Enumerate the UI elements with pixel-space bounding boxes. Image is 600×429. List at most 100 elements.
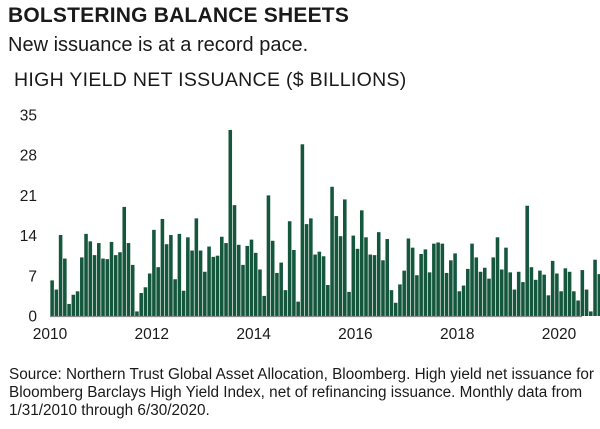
- bar: [398, 284, 402, 316]
- bar: [436, 242, 440, 316]
- bar: [58, 235, 63, 316]
- bar: [177, 233, 182, 316]
- bar: [97, 243, 101, 316]
- bar: [533, 279, 538, 316]
- bar: [207, 246, 211, 316]
- x-tick-label: 2018: [440, 326, 474, 343]
- bar: [491, 257, 496, 316]
- bar: [347, 291, 351, 316]
- bar: [567, 271, 572, 316]
- bar: [516, 271, 521, 316]
- bar: [67, 303, 71, 316]
- bar: [406, 238, 411, 316]
- y-tick-label: 28: [20, 148, 37, 165]
- bar: [236, 244, 241, 316]
- x-tick-labels: 2010 2012 2014 2016 2018 2020: [33, 326, 577, 343]
- bar: [122, 206, 127, 316]
- bar: [270, 240, 275, 316]
- bar: [449, 260, 453, 316]
- bar: [461, 285, 466, 316]
- bar: [245, 245, 250, 316]
- bar: [160, 218, 165, 316]
- bar: [109, 241, 114, 316]
- bar: [376, 232, 381, 316]
- bar: [555, 273, 559, 316]
- bar: [593, 259, 597, 316]
- bar: [309, 218, 313, 316]
- bar: [368, 254, 373, 316]
- headline: BOLSTERING BALANCE SHEETS: [8, 4, 350, 27]
- bar: [292, 249, 296, 316]
- bar: [152, 229, 156, 316]
- bar: [457, 291, 462, 316]
- bar: [385, 239, 389, 316]
- bar: [495, 237, 500, 316]
- y-tick-label: 0: [28, 309, 37, 326]
- bar: [92, 255, 97, 316]
- bar: [228, 129, 233, 316]
- bar: [512, 289, 517, 316]
- bar: [419, 253, 423, 316]
- bar: [186, 237, 190, 316]
- bar: [181, 290, 186, 316]
- bar: [546, 295, 551, 316]
- bar: [63, 258, 67, 316]
- bar: [105, 259, 110, 316]
- x-tick-label: 2014: [236, 326, 271, 343]
- bar: [372, 255, 377, 316]
- bar: [317, 251, 322, 316]
- bar: [508, 272, 512, 316]
- bar: [283, 290, 288, 316]
- bar: [525, 205, 529, 316]
- bar: [343, 199, 347, 316]
- bar: [139, 293, 143, 316]
- bar: [359, 210, 364, 316]
- bar: [355, 248, 360, 316]
- bar: [330, 186, 334, 316]
- bar: [313, 254, 317, 316]
- bar: [440, 243, 445, 316]
- bar: [287, 221, 292, 316]
- bar: [444, 272, 449, 316]
- bar: [482, 267, 487, 316]
- source-note: Source: Northern Trust Global Asset Allo…: [9, 366, 594, 419]
- bar: [266, 195, 271, 316]
- bar: [597, 274, 600, 316]
- bar: [415, 275, 419, 316]
- bar: [215, 255, 220, 316]
- bars-group: [50, 129, 600, 316]
- bar: [334, 216, 339, 316]
- bar: [487, 278, 491, 316]
- bar: [410, 247, 415, 316]
- bar: [135, 311, 139, 316]
- bar: [432, 243, 436, 316]
- x-tick-label: 2020: [542, 326, 577, 343]
- x-tick-label: 2012: [135, 326, 169, 343]
- x-tick-label: 2010: [33, 326, 68, 343]
- bar: [147, 273, 152, 316]
- bar: [321, 256, 326, 316]
- bar: [542, 274, 546, 316]
- subheadline: New issuance is at a record pace.: [8, 34, 309, 56]
- bar: [550, 260, 555, 316]
- bar: [466, 268, 470, 316]
- bar: [326, 284, 330, 316]
- bar: [470, 243, 474, 316]
- bar: [453, 253, 457, 316]
- bar: [232, 205, 237, 316]
- bar: [563, 268, 568, 316]
- bar: [253, 252, 258, 316]
- bar: [504, 247, 508, 316]
- y-tick-labels: 0 7 14 21 28 35: [20, 108, 38, 326]
- bar: [88, 241, 93, 316]
- bar: [258, 269, 262, 316]
- bar: [130, 264, 135, 316]
- bar: [262, 295, 266, 316]
- bar: [304, 224, 309, 316]
- bar: [75, 291, 80, 316]
- y-tick-label: 7: [28, 268, 37, 285]
- bar: [338, 236, 343, 316]
- chart-title: HIGH YIELD NET ISSUANCE ($ BILLIONS): [14, 69, 407, 91]
- bar: [194, 218, 199, 316]
